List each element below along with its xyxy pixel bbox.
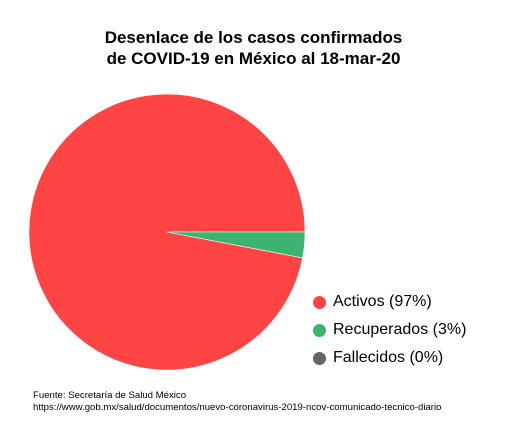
chart-title-line-2: de COVID-19 en México al 18-mar-20: [106, 49, 401, 68]
legend: Activos (97%) Recuperados (3%) Fallecido…: [313, 288, 466, 372]
legend-swatch-recuperados: [313, 323, 326, 337]
source-url: https://www.gob.mx/salud/documentos/nuev…: [33, 402, 442, 413]
pie-slice-recuperados: [166, 231, 306, 259]
legend-item-activos: Activos (97%): [313, 288, 466, 316]
source-note: Fuente: Secretaría de Salud México https…: [33, 390, 441, 414]
legend-label-fallecidos: Fallecidos (0%): [333, 349, 444, 366]
legend-label-activos: Activos (97%): [333, 293, 432, 310]
chart-title-line-1: Desenlace de los casos confirmados: [104, 28, 403, 47]
source-line-1: Fuente: Secretaría de Salud México: [33, 390, 187, 401]
chart-title: Desenlace de los casos confirmados de CO…: [0, 27, 507, 69]
legend-swatch-activos: [313, 295, 326, 309]
legend-item-fallecidos: Fallecidos (0%): [313, 344, 466, 372]
legend-label-recuperados: Recuperados (3%): [333, 321, 467, 338]
pie-slices: [28, 93, 306, 371]
legend-swatch-fallecidos: [313, 351, 326, 365]
legend-item-recuperados: Recuperados (3%): [313, 316, 466, 344]
